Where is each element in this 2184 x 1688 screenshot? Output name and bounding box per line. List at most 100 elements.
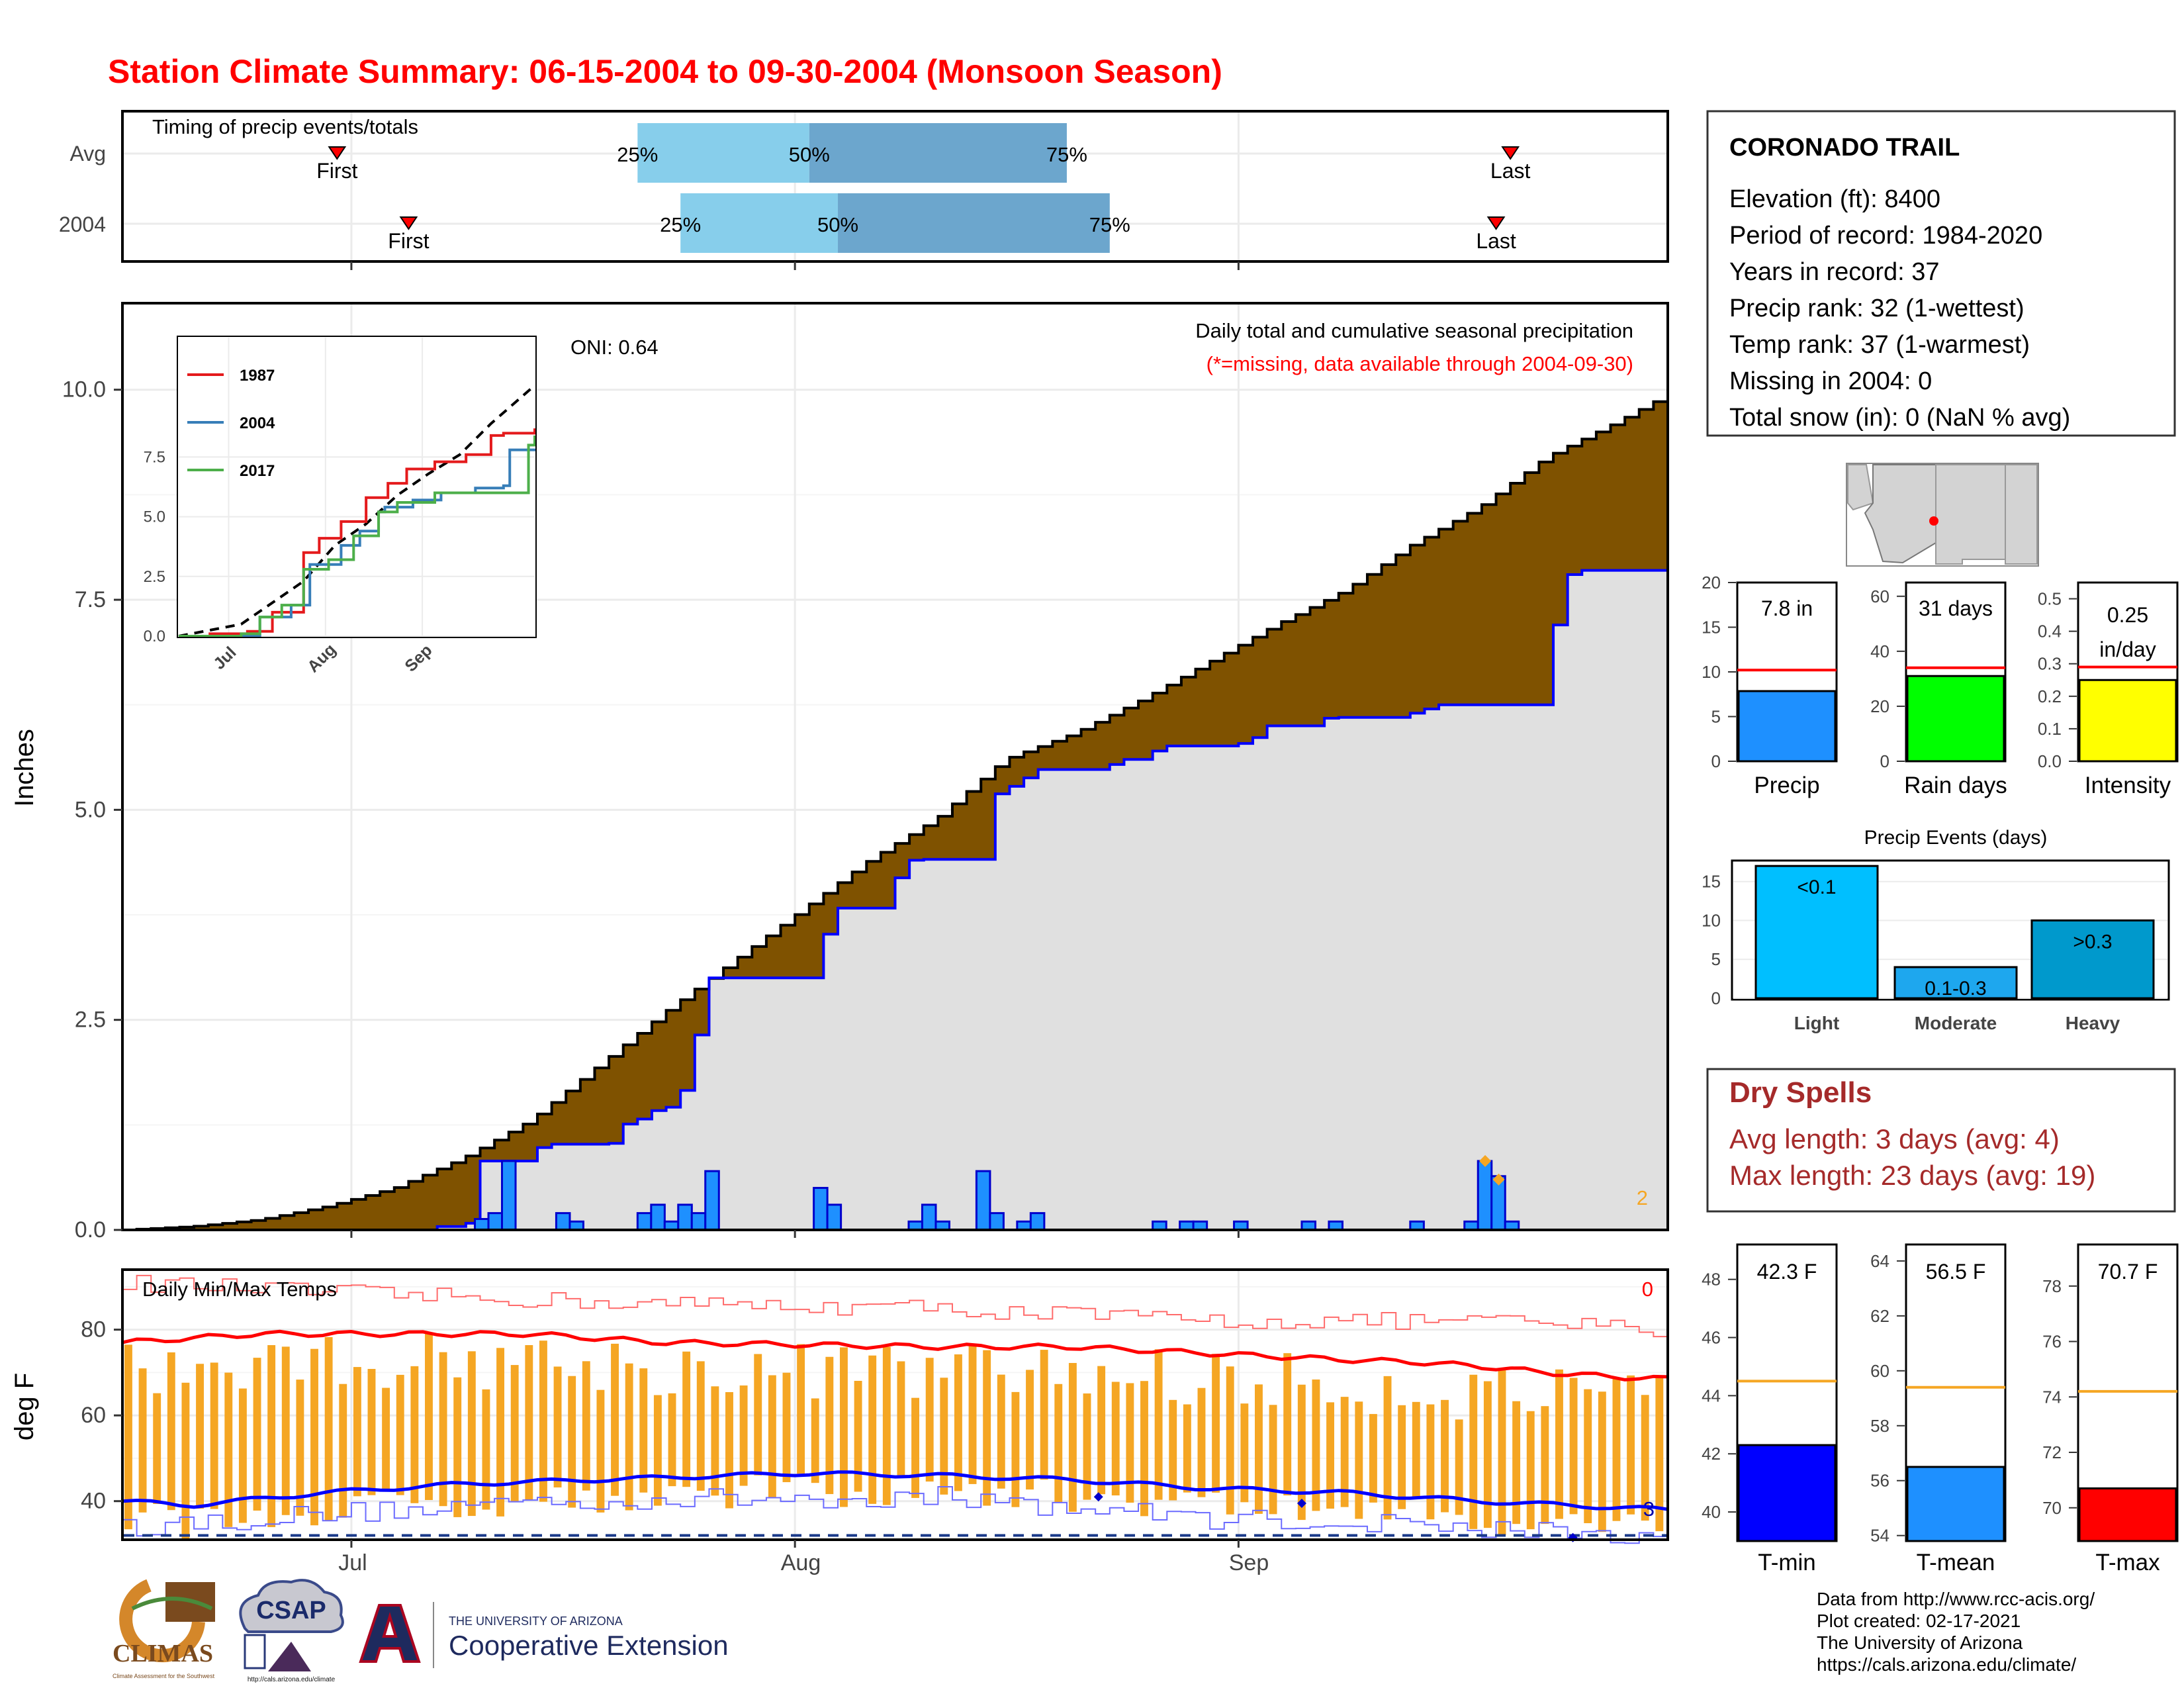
daily-temp-bar xyxy=(339,1383,347,1518)
daily-temp-bar xyxy=(224,1372,233,1527)
events-y-tick-label: 15 xyxy=(1702,872,1721,892)
csap-logo-text: CSAP xyxy=(256,1597,326,1624)
daily-temp-bar xyxy=(1068,1362,1077,1512)
events-label-moderate: Moderate xyxy=(1915,1013,1997,1033)
daily-temp-bar xyxy=(382,1387,390,1491)
timing-first-label: First xyxy=(388,229,429,253)
daily-temp-bar xyxy=(768,1375,776,1498)
record-high-line xyxy=(122,1274,1668,1338)
station-info: CORONADO TRAIL Elevation (ft): 8400 Peri… xyxy=(1706,110,2176,437)
timing-q75-label: 75% xyxy=(1046,143,1087,166)
daily-temp-bar xyxy=(1584,1389,1592,1524)
daily-temp-bar xyxy=(467,1351,476,1517)
daily-temp-bar xyxy=(1140,1381,1148,1517)
precip-panel-frame xyxy=(121,302,1669,1231)
daily-temp-bar xyxy=(1641,1395,1649,1521)
tmin-label: T-min xyxy=(1758,1550,1816,1575)
footer-credits: Data from http://www.rcc-acis.org/ Plot … xyxy=(1817,1589,2095,1675)
oni-label: ONI: 0.64 xyxy=(570,336,659,359)
missing-data-marker xyxy=(1479,1154,1492,1167)
daily-temp-bar xyxy=(668,1393,676,1487)
daily-temp-bar xyxy=(167,1352,175,1511)
daily-temp-bar xyxy=(611,1343,619,1496)
daily-temp-bar xyxy=(1598,1391,1606,1532)
page-title: Station Climate Summary: 06-15-2004 to 0… xyxy=(108,53,1222,90)
daily-temp-bar xyxy=(1054,1383,1063,1503)
daily-temp-bar xyxy=(653,1395,662,1506)
inset-legend: 1987 2004 2017 xyxy=(187,367,275,480)
timing-panel: Timing of precip events/totals Avg 2004 … xyxy=(59,110,1669,270)
timing-iqr-lower-bar xyxy=(680,193,839,253)
station-snow: Total snow (in): 0 (NaN % avg) xyxy=(1729,404,2070,432)
daily-temp-bar xyxy=(1297,1384,1306,1521)
temp-summary-y-tick-label: 72 xyxy=(2042,1442,2062,1462)
timing-iqr-lower-bar xyxy=(637,123,809,183)
timing-iqr-upper-bar xyxy=(838,193,1110,253)
daily-precip-bar xyxy=(636,1212,653,1231)
temp-summary-y-tick-label: 46 xyxy=(1702,1328,1721,1348)
average-tmin-line xyxy=(122,1470,1668,1511)
daily-temp-bar xyxy=(1498,1368,1506,1535)
events-title: Precip Events (days) xyxy=(1864,827,2048,849)
daily-temp-bar xyxy=(138,1368,147,1513)
daily-temp-bar xyxy=(582,1361,590,1491)
temp-summary-y-tick-label: 64 xyxy=(1870,1251,1889,1271)
footer-university: The University of Arizona xyxy=(1817,1632,2023,1653)
precip-y-tick-label: 10.0 xyxy=(62,377,106,402)
timing-q75-label: 75% xyxy=(1089,213,1130,236)
daily-temp-bar xyxy=(525,1345,533,1501)
inset-legend-label: 1987 xyxy=(240,367,275,385)
events-y-tick-label: 0 xyxy=(1711,988,1721,1008)
daily-temp-bar xyxy=(983,1350,991,1506)
csap-logo-url: http://cals.arizona.edu/climate xyxy=(248,1676,336,1683)
daily-temp-bar xyxy=(324,1336,333,1521)
daily-temp-bar xyxy=(596,1389,605,1513)
inset-frame xyxy=(177,336,537,638)
record-low-marker xyxy=(1093,1492,1103,1502)
daily-temp-bar xyxy=(1312,1379,1320,1511)
summary-y-tick-label: 5 xyxy=(1711,707,1721,727)
summary-y-tick-label: 20 xyxy=(1870,696,1889,716)
x-tick-sep: Sep xyxy=(1229,1550,1269,1575)
temp-summary-y-tick-label: 78 xyxy=(2042,1276,2062,1296)
summary-y-tick-label: 0.2 xyxy=(2038,686,2062,706)
locator-map xyxy=(1846,463,2039,567)
tmean-value: 56.5 F xyxy=(1926,1260,1986,1284)
daily-temp-bar xyxy=(1026,1370,1034,1490)
timing-first-marker xyxy=(399,216,418,230)
ua-logo-small-text: THE UNIVERSITY OF ARIZONA xyxy=(449,1615,623,1628)
x-tick-jul: Jul xyxy=(338,1550,367,1575)
daily-temp-bar xyxy=(1469,1374,1478,1529)
daily-temp-bar xyxy=(1441,1399,1449,1513)
summary-y-tick-label: 40 xyxy=(1870,641,1889,661)
daily-temp-bar xyxy=(754,1354,762,1476)
missing-note: (*=missing, data available through 2004-… xyxy=(1206,352,1633,375)
inset-series-2017 xyxy=(179,435,536,637)
daily-temp-bar xyxy=(1011,1391,1020,1507)
climas-logo-swoosh xyxy=(119,1579,205,1663)
daily-precip-bar xyxy=(501,1160,517,1231)
temp-summary-y-tick-label: 42 xyxy=(1702,1444,1721,1464)
station-years: Years in record: 37 xyxy=(1729,258,1940,286)
map-texas xyxy=(2005,464,2038,565)
daily-temp-bar xyxy=(1612,1377,1621,1521)
daily-temp-bar xyxy=(940,1378,948,1495)
x-tick-aug: Aug xyxy=(781,1550,821,1575)
timing-q50-label: 50% xyxy=(789,143,830,166)
daily-temp-bar xyxy=(124,1344,132,1530)
daily-precip-bar xyxy=(1477,1160,1493,1231)
summary-y-tick-label: 0.0 xyxy=(2038,751,2062,771)
missing-data-marker xyxy=(1492,1173,1505,1186)
climas-logo-text: CLIMAS xyxy=(113,1640,213,1667)
events-y-tick-label: 5 xyxy=(1711,949,1721,969)
daily-temp-bar xyxy=(425,1332,433,1501)
summary-y-tick-label: 0.3 xyxy=(2038,654,2062,674)
summary-y-tick-label: 0 xyxy=(1880,751,1889,771)
daily-temp-bar xyxy=(396,1374,404,1495)
precip-y-tick-label: 2.5 xyxy=(75,1008,106,1033)
events-bar-inner-label: 0.1-0.3 xyxy=(1925,978,1986,1000)
tmin-value: 42.3 F xyxy=(1757,1260,1817,1284)
timing-q25-label: 25% xyxy=(617,143,658,166)
